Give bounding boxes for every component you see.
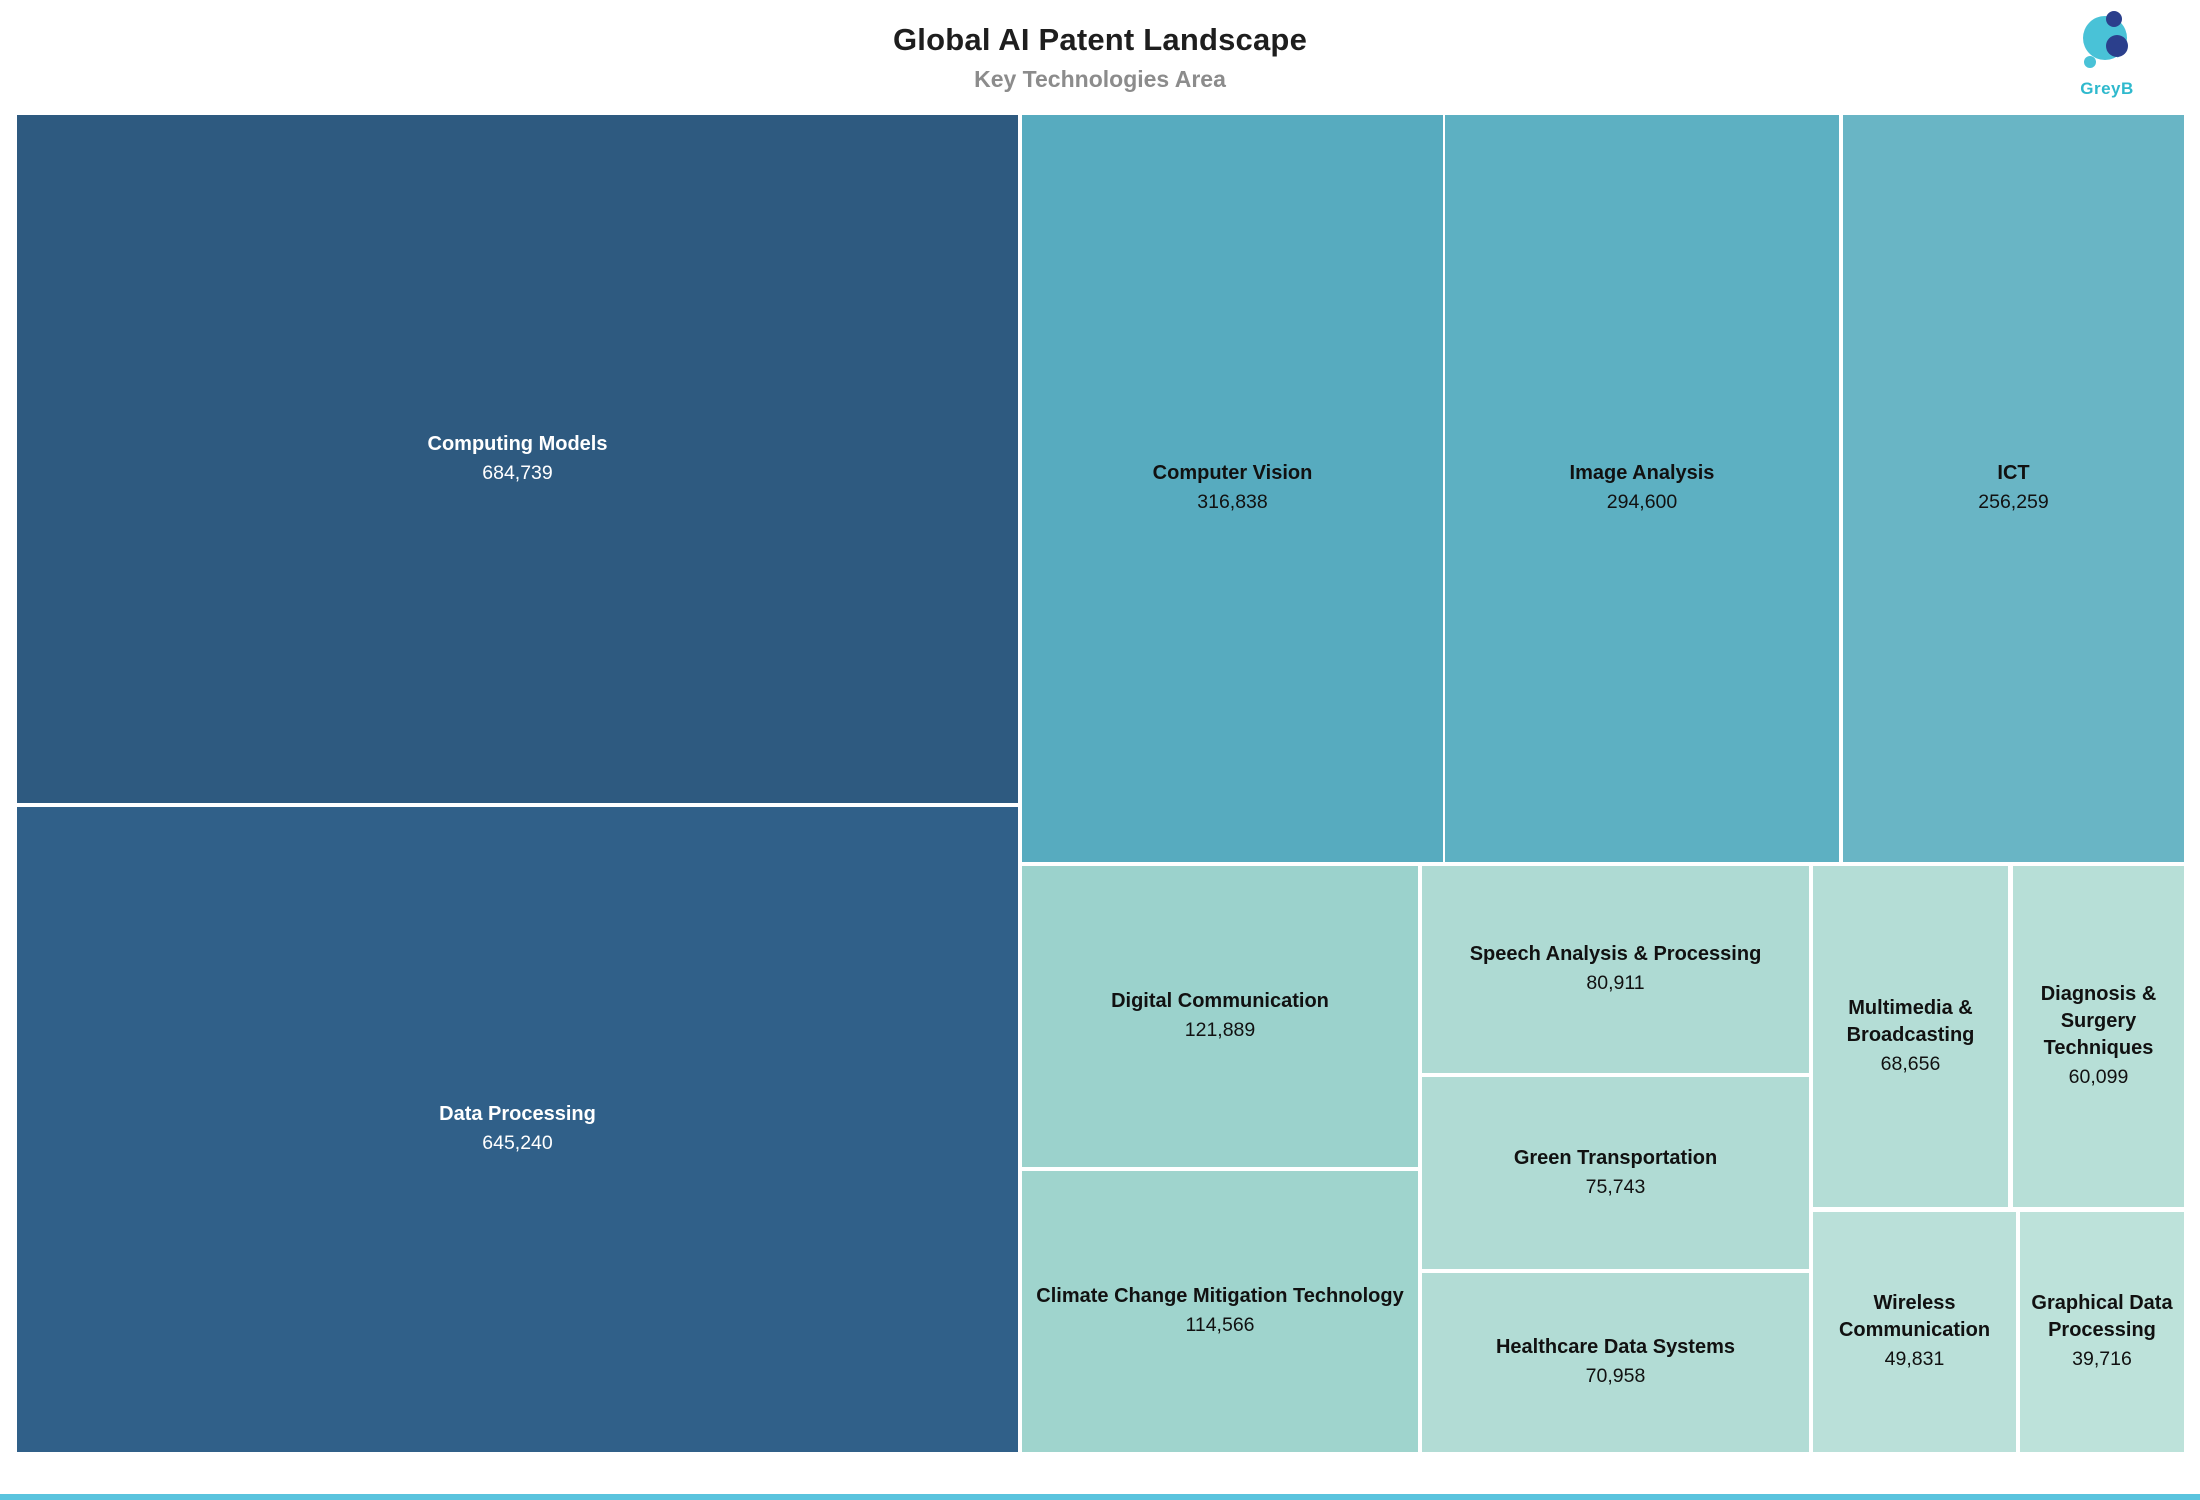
treemap-cell[interactable]: Computing Models 684,739 (17, 115, 1018, 803)
cell-label: Speech Analysis & Processing (1469, 943, 1762, 966)
treemap-cell[interactable]: Multimedia & Broadcasting 68,656 (1813, 866, 2008, 1207)
treemap-cell[interactable]: Speech Analysis & Processing 80,911 (1422, 866, 1809, 1073)
cell-value: 684,739 (482, 461, 553, 484)
chart-subtitle: Key Technologies Area (974, 66, 1226, 92)
cell-label: Wireless Communication (1838, 1292, 1991, 1342)
cell-label: Graphical Data Processing (2031, 1292, 2173, 1342)
greyb-logo: GreyB (2052, 8, 2162, 99)
treemap-cell[interactable]: Green Transportation 75,743 (1422, 1077, 1809, 1269)
treemap-cell[interactable]: Climate Change Mitigation Technology 114,… (1022, 1171, 1418, 1452)
chart-header: Global AI Patent Landscape Key Technolog… (0, 0, 2200, 93)
cell-value: 256,259 (1978, 491, 2049, 514)
cell-value: 80,911 (1586, 972, 1645, 995)
treemap-cell[interactable]: Data Processing 645,240 (17, 807, 1018, 1452)
treemap-cell[interactable]: Graphical Data Processing 39,716 (2020, 1212, 2184, 1452)
cell-label: Climate Change Mitigation Technology (1036, 1285, 1404, 1308)
cell-label: ICT (1997, 462, 2030, 485)
cell-label: Diagnosis & Surgery Techniques (2040, 983, 2157, 1060)
cell-value: 70,958 (1585, 1365, 1646, 1388)
cell-value: 294,600 (1606, 491, 1678, 514)
treemap-cell[interactable]: ICT 256,259 (1843, 115, 2184, 862)
cell-label: Digital Communication (1111, 990, 1329, 1013)
greyb-logo-text: GreyB (2080, 79, 2134, 98)
cell-label: Data Processing (439, 1103, 596, 1126)
cell-label: Multimedia & Broadcasting (1846, 996, 1975, 1046)
cell-label: Healthcare Data Systems (1495, 1336, 1735, 1359)
treemap-cell[interactable]: Healthcare Data Systems 70,958 (1422, 1273, 1809, 1452)
cell-value: 121,889 (1184, 1019, 1256, 1042)
cell-label: Computing Models (427, 432, 608, 455)
treemap-cell[interactable]: Diagnosis & Surgery Techniques 60,099 (2013, 866, 2184, 1207)
treemap-cell[interactable]: Image Analysis 294,600 (1445, 115, 1839, 862)
chart-title: Global AI Patent Landscape (892, 22, 1308, 57)
cell-value: 49,831 (1884, 1348, 1945, 1371)
cell-label: Computer Vision (1152, 462, 1313, 485)
footer-strip (0, 1494, 2200, 1500)
cell-value: 316,838 (1197, 491, 1268, 514)
greyb-logo-icon (2083, 11, 2128, 68)
treemap: Computing Models 684,739 Data Processing 64… (17, 115, 2184, 1452)
cell-label: Image Analysis (1569, 462, 1715, 485)
cell-value: 114,566 (1185, 1314, 1255, 1337)
cell-label: Green Transportation (1513, 1146, 1718, 1169)
cell-value: 75,743 (1585, 1175, 1646, 1198)
cell-value: 68,656 (1880, 1052, 1941, 1075)
treemap-cell[interactable]: Wireless Communication 49,831 (1813, 1212, 2016, 1452)
cell-value: 645,240 (482, 1132, 553, 1155)
cell-value: 60,099 (2068, 1066, 2129, 1089)
cell-value: 39,716 (2072, 1348, 2132, 1371)
treemap-cell[interactable]: Digital Communication 121,889 (1022, 866, 1418, 1167)
treemap-cell[interactable]: Computer Vision 316,838 (1022, 115, 1443, 862)
